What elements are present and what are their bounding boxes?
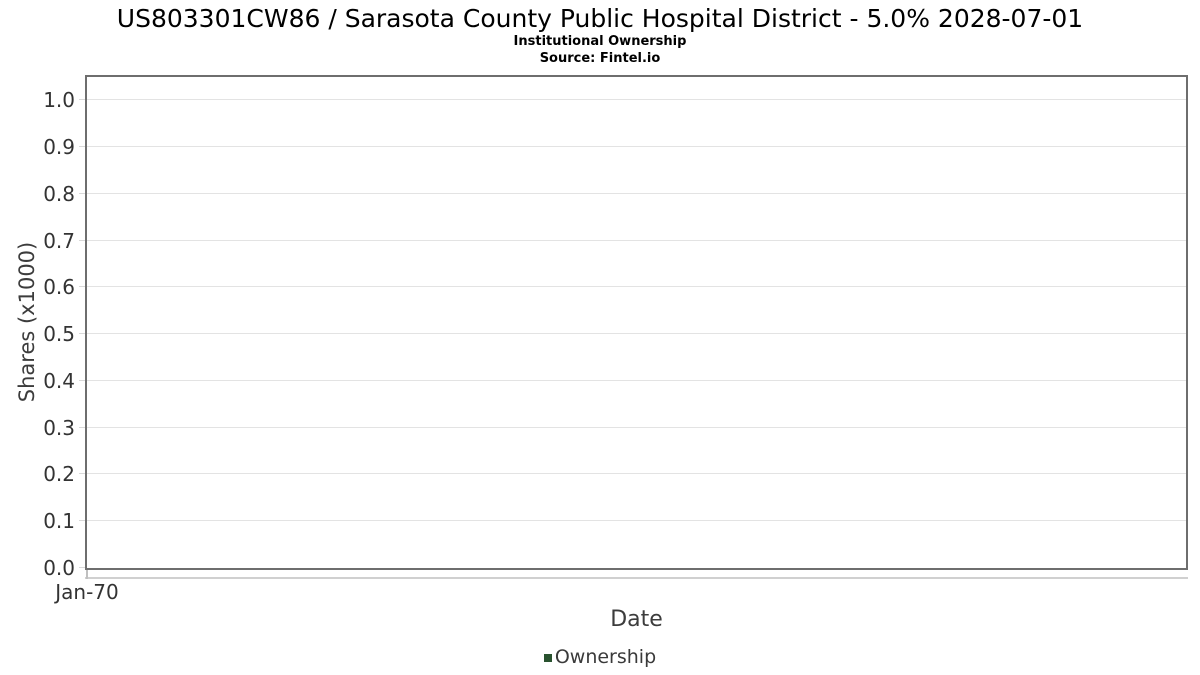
y-tick-label: 0.0 (43, 556, 75, 580)
y-axis-label: Shares (x1000) (15, 241, 39, 403)
plot-area (85, 75, 1188, 570)
y-tick-label: 0.3 (43, 415, 75, 440)
gridline (87, 239, 1186, 241)
y-tick-label: 0.6 (43, 275, 75, 300)
y-tick-label: 0.7 (43, 228, 75, 253)
gridline (87, 473, 1186, 475)
chart-subtitle: Institutional Ownership (513, 34, 687, 49)
x-axis-label: Date (610, 607, 663, 632)
y-tick-label: 0.8 (43, 181, 75, 206)
gridline (87, 426, 1186, 428)
gridline (87, 333, 1186, 335)
y-tick-mark (79, 426, 85, 428)
gridline (87, 99, 1186, 101)
y-tick-mark (79, 286, 85, 288)
y-tick-mark (79, 379, 85, 381)
legend-swatch-icon (543, 654, 552, 662)
x-axis-line (85, 577, 1188, 579)
x-tick-label: Jan-70 (55, 580, 119, 604)
gridline (87, 379, 1186, 381)
y-tick-mark (79, 239, 85, 241)
y-tick-mark (79, 99, 85, 101)
gridline (87, 146, 1186, 148)
y-tick-label: 0.1 (43, 509, 75, 534)
y-tick-label: 1.0 (43, 88, 75, 113)
y-tick-mark (79, 146, 85, 148)
chart-title: US803301CW86 / Sarasota County Public Ho… (116, 4, 1084, 33)
y-tick-label: 0.2 (43, 462, 75, 487)
y-tick-label: 0.9 (43, 135, 75, 160)
y-tick-mark (79, 473, 85, 475)
legend-label: Ownership (554, 646, 657, 668)
chart-source: Source: Fintel.io (539, 51, 661, 66)
y-axis-ticks: 0.0 0.1 0.2 0.3 0.4 0.5 0.6 0.7 0.8 0.9 1.0 (0, 77, 85, 578)
gridline (87, 192, 1186, 194)
y-tick-label: 0.4 (43, 368, 75, 393)
legend: Ownership (0, 646, 1200, 668)
x-tick-mark (86, 570, 88, 579)
gridline (87, 286, 1186, 288)
gridline (87, 520, 1186, 522)
y-tick-mark (79, 192, 85, 194)
y-tick-label: 0.5 (43, 322, 75, 347)
y-tick-mark (79, 567, 85, 568)
y-tick-mark (79, 520, 85, 522)
y-tick-mark (79, 333, 85, 335)
